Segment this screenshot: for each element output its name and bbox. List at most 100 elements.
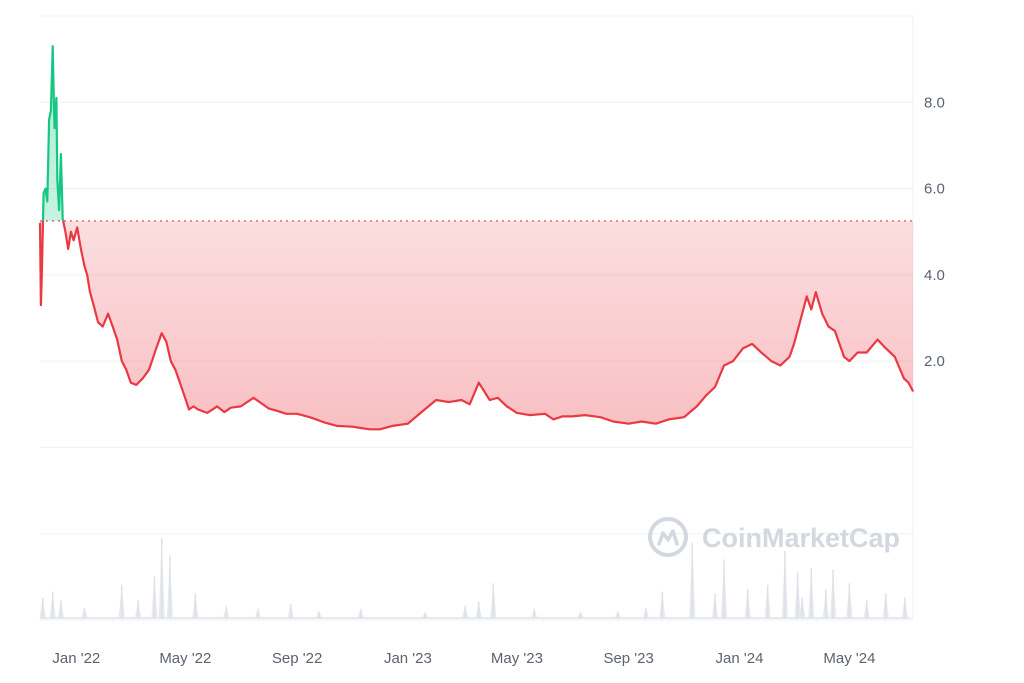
price-point [369, 428, 371, 430]
price-point [60, 153, 62, 155]
price-point [268, 408, 270, 410]
price-point [571, 415, 573, 417]
price-point [742, 347, 744, 349]
price-point [216, 405, 218, 407]
price-point [93, 304, 95, 306]
price-point [56, 179, 58, 181]
price-point [584, 414, 586, 416]
price-point [53, 88, 55, 90]
price-point [296, 413, 298, 415]
price-line-below [38, 220, 914, 431]
price-point [83, 265, 86, 267]
price-point [360, 427, 362, 429]
price-point [44, 188, 47, 190]
x-tick-label: May '23 [491, 650, 543, 667]
price-point [843, 356, 845, 358]
price-point [640, 420, 643, 423]
x-tick-label: Jan '22 [52, 650, 100, 667]
price-point [252, 397, 255, 399]
price-point [469, 403, 471, 405]
price-point [857, 351, 859, 354]
price-point [760, 351, 762, 354]
price-point [165, 341, 167, 343]
price-point [53, 127, 56, 129]
price-point [55, 97, 58, 99]
price-point [183, 395, 185, 397]
price-point [40, 304, 42, 306]
price-point [112, 326, 114, 328]
price-point [276, 410, 278, 412]
price-point [73, 239, 75, 241]
price-point [834, 330, 836, 332]
price-point [58, 209, 60, 211]
price-point [866, 351, 868, 354]
price-point [121, 360, 123, 362]
price-point [135, 384, 137, 386]
y-tick-label: 8.0 [924, 94, 945, 111]
price-point [125, 369, 127, 371]
watermark: CoinMarketCap [648, 517, 900, 557]
price-point [64, 231, 66, 233]
price-point [192, 405, 195, 407]
price-point [240, 405, 242, 407]
price-point [848, 360, 851, 362]
price-point [827, 326, 830, 328]
price-point [435, 399, 437, 401]
price-point [230, 407, 232, 409]
price-point [50, 110, 52, 112]
price-point [379, 428, 381, 430]
x-tick-label: May '24 [823, 650, 875, 667]
price-point [506, 405, 508, 407]
price-point [62, 218, 64, 220]
price-point [552, 418, 554, 420]
price-point [309, 416, 311, 418]
price-point [668, 418, 670, 420]
price-point [751, 343, 753, 345]
price-point [655, 423, 657, 425]
x-tick-label: May '22 [159, 650, 211, 667]
price-point [628, 423, 630, 425]
price-point [52, 45, 54, 47]
x-tick-label: Sep '22 [272, 650, 322, 667]
price-point [86, 274, 88, 276]
price-point [544, 413, 546, 415]
price-point [89, 291, 91, 293]
price-point [478, 382, 480, 384]
price-point [161, 332, 163, 334]
price-point [696, 405, 698, 407]
price-point [793, 343, 795, 345]
price-point [683, 416, 685, 418]
price-point [732, 360, 734, 362]
price-point [206, 412, 208, 414]
x-tick-label: Jan '24 [716, 650, 764, 667]
price-point [148, 369, 150, 371]
price-point [41, 274, 43, 276]
price-point [188, 408, 190, 411]
price-point [48, 118, 50, 121]
price-point [815, 291, 817, 293]
watermark-text: CoinMarketCap [702, 523, 900, 553]
price-point [67, 248, 69, 250]
price-point [489, 399, 491, 401]
price-point [46, 200, 48, 203]
price-point [391, 425, 394, 427]
price-point [197, 408, 199, 411]
price-point [770, 360, 772, 362]
y-tick-label: 4.0 [924, 267, 945, 284]
price-point [351, 426, 354, 428]
price-point [460, 399, 463, 401]
y-tick-label: 6.0 [924, 181, 945, 198]
price-point [70, 231, 72, 233]
price-point [529, 414, 531, 416]
price-point [912, 390, 914, 392]
price-point [43, 192, 45, 194]
price-point [788, 356, 791, 358]
price-point [174, 369, 176, 371]
coinmarketcap-logo-icon [648, 517, 688, 557]
price-point [179, 382, 181, 384]
price-point [39, 222, 41, 224]
price-point [97, 321, 99, 323]
price-point [821, 313, 823, 315]
price-point [407, 423, 409, 425]
price-point [420, 412, 422, 414]
